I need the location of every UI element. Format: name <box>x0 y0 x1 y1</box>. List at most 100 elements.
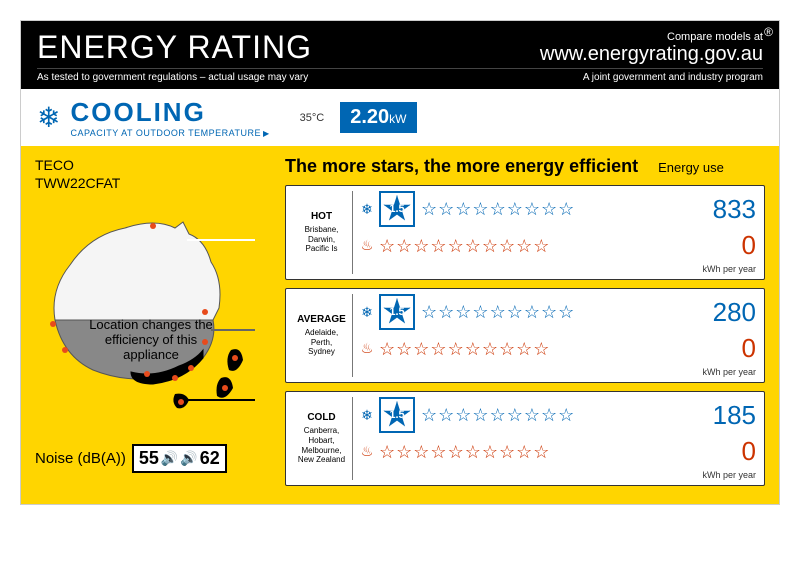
cooling-label: COOLING <box>70 97 269 128</box>
zone-average: AVERAGEAdelaide,Perth,Sydney❄1.5☆☆☆☆☆☆☆☆… <box>285 288 765 383</box>
left-column: TECO TWW22CFAT <box>35 156 275 494</box>
snowflake-icon: ❄ <box>359 304 375 321</box>
noise-outdoor: 62 <box>200 448 220 469</box>
star-outline-icon: ☆ <box>396 340 412 358</box>
heating-rating-row: ♨☆☆☆☆☆☆☆☆☆☆0 <box>359 333 756 364</box>
header: ® ENERGY RATING Compare models at www.en… <box>21 21 779 89</box>
star-rating-value: 1.5 <box>383 298 411 326</box>
star-outline-icon: ☆ <box>448 340 464 358</box>
empty-stars: ☆☆☆☆☆☆☆☆☆ <box>421 200 692 218</box>
star-outline-icon: ☆ <box>430 443 446 461</box>
star-outline-icon: ☆ <box>448 237 464 255</box>
snowflake-icon: ❄ <box>359 201 375 218</box>
speaker-indoor-icon: 🔊 <box>161 450 178 467</box>
star-outline-icon: ☆ <box>516 340 532 358</box>
star-outline-icon: ☆ <box>524 200 540 218</box>
zone-cold: COLDCanberra,Hobart,Melbourne,New Zealan… <box>285 391 765 486</box>
star-outline-icon: ☆ <box>541 303 557 321</box>
star-outline-icon: ☆ <box>516 443 532 461</box>
cooling-row: ❄ COOLING CAPACITY AT OUTDOOR TEMPERATUR… <box>21 89 779 146</box>
heat-kwh-value: 0 <box>696 333 756 364</box>
star-outline-icon: ☆ <box>533 340 549 358</box>
star-outline-icon: ☆ <box>472 303 488 321</box>
star-outline-icon: ☆ <box>558 406 574 424</box>
noise-indoor: 55 <box>139 448 159 469</box>
product-info: TECO TWW22CFAT <box>35 156 275 192</box>
disclaimer-right: A joint government and industry program <box>583 72 763 83</box>
noise-row: Noise (dB(A)) 55 🔊 🔊 62 <box>35 444 275 473</box>
zone-cities: Brisbane,Darwin,Pacific Is <box>293 225 350 254</box>
star-outline-icon: ☆ <box>499 237 515 255</box>
zone-label: COLDCanberra,Hobart,Melbourne,New Zealan… <box>291 397 353 480</box>
star-outline-icon: ☆ <box>438 303 454 321</box>
disclaimer-left: As tested to government regulations – ac… <box>37 72 308 83</box>
star-outline-icon: ☆ <box>472 406 488 424</box>
star-rating-box: 1.5 <box>379 397 415 433</box>
star-outline-icon: ☆ <box>455 406 471 424</box>
energy-rating-label: ® ENERGY RATING Compare models at www.en… <box>20 20 780 505</box>
star-outline-icon: ☆ <box>472 200 488 218</box>
star-outline-icon: ☆ <box>421 200 437 218</box>
energy-use-label: Energy use <box>658 160 724 175</box>
star-outline-icon: ☆ <box>524 303 540 321</box>
star-outline-icon: ☆ <box>430 237 446 255</box>
star-outline-icon: ☆ <box>421 406 437 424</box>
star-outline-icon: ☆ <box>490 303 506 321</box>
heating-rating-row: ♨☆☆☆☆☆☆☆☆☆☆0 <box>359 230 756 261</box>
empty-stars: ☆☆☆☆☆☆☆☆☆ <box>421 406 692 424</box>
star-outline-icon: ☆ <box>465 443 481 461</box>
map-caption: Location changes the efficiency of this … <box>81 318 221 363</box>
capacity-kw: 2.20kW <box>340 102 416 133</box>
zone-name: HOT <box>293 211 350 223</box>
zone-label: AVERAGEAdelaide,Perth,Sydney <box>291 294 353 377</box>
snowflake-icon: ❄ <box>37 101 60 134</box>
star-outline-icon: ☆ <box>490 406 506 424</box>
heat-kwh-value: 0 <box>696 436 756 467</box>
star-outline-icon: ☆ <box>558 200 574 218</box>
star-outline-icon: ☆ <box>541 200 557 218</box>
cooling-rating-row: ❄1.5☆☆☆☆☆☆☆☆☆185 <box>359 397 756 433</box>
heat-kwh-value: 0 <box>696 230 756 261</box>
temperature: 35°C <box>300 112 325 124</box>
model-number: TWW22CFAT <box>35 174 275 192</box>
star-outline-icon: ☆ <box>524 406 540 424</box>
cool-kwh-value: 280 <box>696 297 756 328</box>
registered-mark: ® <box>764 25 773 39</box>
star-outline-icon: ☆ <box>465 237 481 255</box>
star-outline-icon: ☆ <box>507 303 523 321</box>
star-outline-icon: ☆ <box>455 303 471 321</box>
star-outline-icon: ☆ <box>507 200 523 218</box>
star-outline-icon: ☆ <box>499 443 515 461</box>
kwh-unit-label: kWh per year <box>359 264 756 274</box>
star-outline-icon: ☆ <box>490 200 506 218</box>
star-outline-icon: ☆ <box>379 340 395 358</box>
star-rating-box: 1.5 <box>379 294 415 330</box>
empty-stars: ☆☆☆☆☆☆☆☆☆☆ <box>379 237 692 255</box>
star-outline-icon: ☆ <box>499 340 515 358</box>
star-outline-icon: ☆ <box>421 303 437 321</box>
cooling-rating-row: ❄ 1.5 ☆☆☆☆☆☆☆☆☆280 <box>359 294 756 330</box>
star-outline-icon: ☆ <box>541 406 557 424</box>
star-outline-icon: ☆ <box>396 237 412 255</box>
title: ENERGY RATING <box>37 29 312 66</box>
empty-stars: ☆☆☆☆☆☆☆☆☆ <box>421 303 692 321</box>
star-outline-icon: ☆ <box>438 406 454 424</box>
empty-stars: ☆☆☆☆☆☆☆☆☆☆ <box>379 340 692 358</box>
star-outline-icon: ☆ <box>507 406 523 424</box>
star-rating-value: 1.5 <box>383 401 411 429</box>
zone-name: COLD <box>293 412 350 424</box>
star-rating-value: 1.5 <box>383 195 411 223</box>
speaker-outdoor-icon: 🔊 <box>180 450 197 467</box>
star-outline-icon: ☆ <box>482 443 498 461</box>
cooling-rating-row: ❄1.5☆☆☆☆☆☆☆☆☆833 <box>359 191 756 227</box>
star-outline-icon: ☆ <box>448 443 464 461</box>
efficiency-title: The more stars, the more energy efficien… <box>285 156 638 177</box>
star-outline-icon: ☆ <box>482 237 498 255</box>
yellow-panel: TECO TWW22CFAT <box>21 146 779 504</box>
empty-stars: ☆☆☆☆☆☆☆☆☆☆ <box>379 443 692 461</box>
zones-list: HOTBrisbane,Darwin,Pacific Is❄1.5☆☆☆☆☆☆☆… <box>285 185 765 486</box>
star-outline-icon: ☆ <box>413 340 429 358</box>
cooling-subtitle: CAPACITY AT OUTDOOR TEMPERATURE <box>70 128 269 138</box>
zone-name: AVERAGE <box>293 314 350 326</box>
star-outline-icon: ☆ <box>430 340 446 358</box>
